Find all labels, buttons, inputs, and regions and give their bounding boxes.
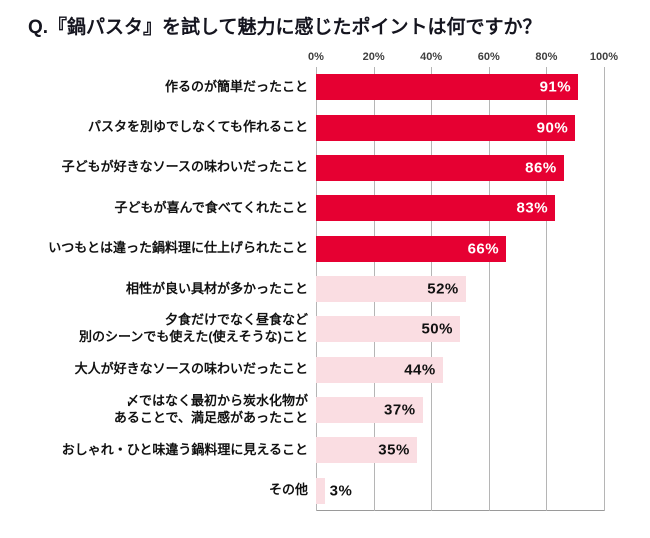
- axis-tick-label: 80%: [535, 51, 558, 63]
- category-label: 相性が良い具材が多かったこと: [125, 280, 308, 296]
- bar-area: 66%: [316, 235, 604, 262]
- bar: [316, 154, 564, 181]
- value-label: 86%: [525, 159, 557, 177]
- bar-area: 52%: [316, 275, 604, 302]
- bar-area: 50%: [316, 316, 604, 343]
- bar: [316, 316, 460, 343]
- value-label: 90%: [536, 119, 569, 137]
- chart-row: 子どもが喜んで食べてくれたこと 83%: [0, 188, 604, 228]
- category-label: 子どもが好きなソースの味わいだったこと: [61, 159, 308, 175]
- gridline: [546, 67, 548, 511]
- bar-area: 3%: [316, 477, 604, 504]
- category-label: いつもとは違った鍋料理に仕上げられたこと: [48, 240, 308, 256]
- bar: [316, 275, 466, 302]
- category-label: 夕食だけでなく昼食など 別のシーンでも使えた(使えそうな)こと: [78, 312, 308, 345]
- bar: [316, 74, 579, 101]
- chart-row: 子どもが好きなソースの味わいだったこと 86%: [0, 148, 604, 188]
- value-label: 35%: [378, 441, 410, 459]
- category-label: その他: [268, 482, 308, 498]
- bar: [316, 235, 507, 262]
- bar: [316, 397, 423, 424]
- axis-tick-label: 60%: [477, 51, 500, 63]
- category-label: 大人が好きなソースの味わいだったこと: [74, 361, 308, 377]
- gridline: [604, 67, 605, 511]
- chart-row: 〆ではなく最初から炭水化物が あることで、満足感があったこと 37%: [0, 390, 604, 430]
- chart-row: 相性が良い具材が多かったこと 52%: [0, 269, 604, 309]
- category-label: 作るのが簡単だったこと: [164, 78, 308, 94]
- chart-row: いつもとは違った鍋料理に仕上げられたこと 66%: [0, 228, 604, 268]
- bar: [316, 114, 576, 141]
- bar-area: 35%: [316, 437, 604, 464]
- bar: [316, 195, 556, 222]
- bar-area: 44%: [316, 356, 604, 383]
- axis-tick-label: 100%: [589, 51, 619, 63]
- bar: [316, 477, 325, 504]
- chart-row: おしゃれ・ひと味違う鍋料理に見えること 35%: [0, 430, 604, 470]
- category-label: 子どもが喜んで食べてくれたこと: [114, 199, 308, 215]
- chart-row: 夕食だけでなく昼食など 別のシーンでも使えた(使えそうな)こと 50%: [0, 309, 604, 349]
- chart-row: その他 3%: [0, 471, 604, 511]
- chart-row: 大人が好きなソースの味わいだったこと 44%: [0, 350, 604, 390]
- category-label: おしゃれ・ひと味違う鍋料理に見えること: [61, 441, 308, 457]
- category-label: 〆ではなく最初から炭水化物が あることで、満足感があったこと: [113, 393, 308, 426]
- chart-row: 作るのが簡単だったこと 91%: [0, 67, 604, 107]
- bar-chart: 0% 20% 40% 60% 80% 100% 作るのが簡単だったこと 91% パスタを別ゆで…: [0, 51, 650, 519]
- bar-area: 83%: [316, 195, 604, 222]
- chart-rows: 作るのが簡単だったこと 91% パスタを別ゆでしなくても作れること 90% 子どもが好き…: [0, 67, 604, 511]
- axis-tick-label: 40%: [420, 51, 443, 63]
- value-label: 50%: [421, 320, 453, 338]
- value-label: 52%: [427, 280, 459, 298]
- bar-area: 37%: [316, 397, 604, 424]
- value-label: 37%: [384, 401, 416, 419]
- category-label: パスタを別ゆでしなくても作れること: [88, 119, 308, 135]
- value-label: 91%: [539, 78, 572, 96]
- chart-title: Q.『鍋パスタ』を試して魅力に感じたポイントは何ですか？: [28, 17, 542, 38]
- value-label: 44%: [404, 361, 436, 379]
- bar-area: 90%: [316, 114, 604, 141]
- bar-area: 91%: [316, 74, 604, 101]
- axis-tick-label: 20%: [362, 51, 385, 63]
- bar: [316, 437, 417, 464]
- value-label: 83%: [516, 199, 549, 217]
- axis-tick-label: 0%: [308, 51, 324, 63]
- bar: [316, 356, 443, 383]
- bar-area: 86%: [316, 154, 604, 181]
- chart-row: パスタを別ゆでしなくても作れること 90%: [0, 107, 604, 147]
- value-label: 66%: [467, 240, 500, 258]
- value-label: 3%: [329, 482, 353, 500]
- x-axis: 0% 20% 40% 60% 80% 100%: [308, 51, 618, 65]
- gridline: [488, 67, 490, 511]
